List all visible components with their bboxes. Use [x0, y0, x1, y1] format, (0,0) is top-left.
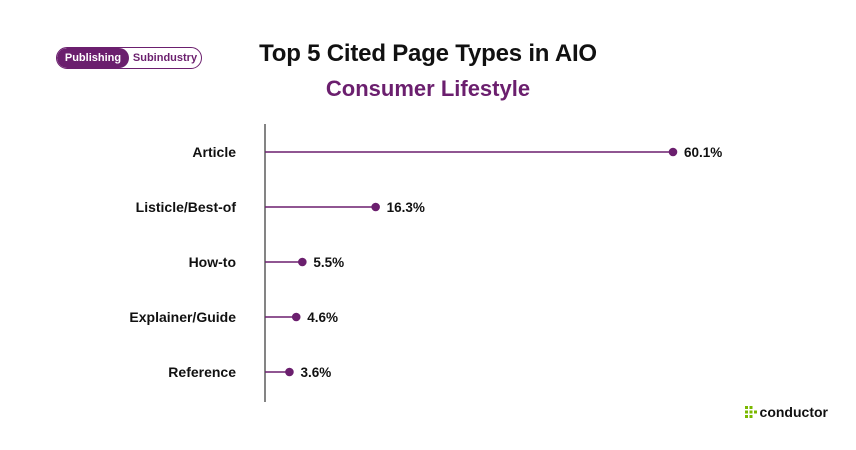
- data-label: 60.1%: [684, 145, 722, 160]
- data-label: 4.6%: [307, 310, 338, 325]
- publishing-tab[interactable]: Publishing: [57, 48, 129, 68]
- publishing-subindustry-toggle[interactable]: Publishing Subindustry: [56, 47, 202, 69]
- data-label: 16.3%: [387, 200, 425, 215]
- lollipop-dot: [291, 312, 301, 322]
- data-label: 5.5%: [313, 255, 344, 270]
- category-label: Explainer/Guide: [129, 309, 236, 325]
- chart-subtitle: Consumer Lifestyle: [325, 76, 531, 101]
- conductor-logo-icon: [744, 406, 757, 418]
- lollipop-dot: [371, 202, 380, 212]
- data-label: 3.6%: [300, 365, 331, 380]
- category-label: How-to: [189, 254, 236, 270]
- chart-title: Top 5 Cited Page Types in AIO: [259, 40, 597, 67]
- conductor-logo: conductor: [744, 404, 828, 420]
- category-label: Listicle/Best-of: [136, 199, 237, 215]
- lollipop-dot: [298, 257, 307, 267]
- category-label: Reference: [168, 364, 236, 380]
- lollipop-dot: [668, 147, 678, 157]
- category-label: Article: [192, 144, 236, 160]
- subindustry-tab[interactable]: Subindustry: [132, 52, 198, 64]
- conductor-wordmark: conductor: [759, 404, 828, 420]
- lollipop-dot: [285, 367, 294, 377]
